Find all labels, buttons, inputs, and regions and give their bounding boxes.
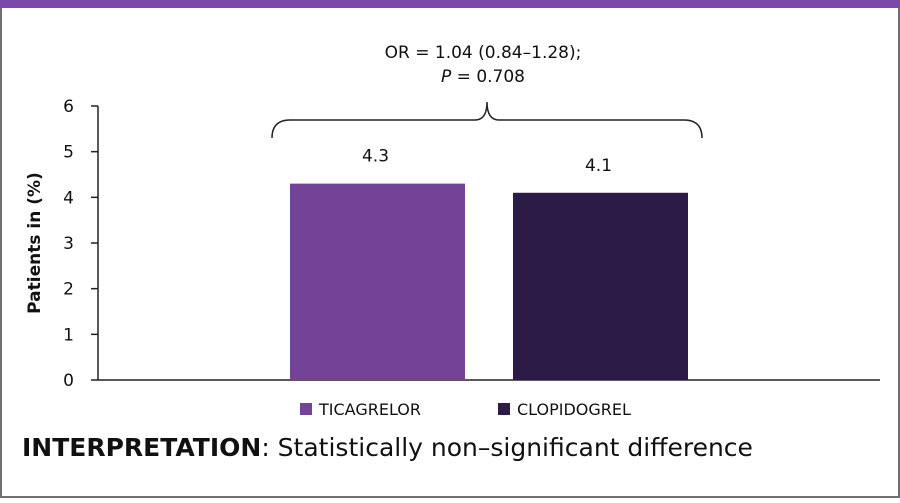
- interpretation-text: INTERPRETATION: Statistically non–signif…: [22, 433, 753, 462]
- y-axis-label: Patients in (%): [25, 172, 45, 314]
- top-accent-bar: [0, 0, 900, 8]
- interpretation-body: : Statistically non–significant differen…: [261, 433, 753, 462]
- bar-ticagrelor: [290, 183, 465, 380]
- p-value-annotation: P = 0.708: [441, 67, 525, 87]
- y-ticks: 0 1 2 3 4 5 6: [63, 97, 98, 391]
- bar-clopidogrel: [513, 192, 688, 380]
- bar-value-label: 4.1: [585, 156, 612, 176]
- p-value-text: = 0.708: [451, 67, 525, 87]
- legend-swatch: [300, 403, 312, 415]
- y-tick-label: 5: [63, 143, 74, 163]
- y-tick-label: 3: [63, 234, 74, 254]
- odds-ratio-annotation: OR = 1.04 (0.84–1.28);: [385, 43, 582, 63]
- y-tick-label: 2: [63, 280, 74, 300]
- bars: 4.3 4.1: [290, 147, 688, 380]
- bar-value-label: 4.3: [362, 147, 389, 167]
- interpretation-label: INTERPRETATION: [22, 433, 262, 462]
- legend-label: TICAGRELOR: [318, 400, 421, 419]
- comparison-bracket: [271, 101, 703, 139]
- y-tick-label: 1: [63, 325, 74, 345]
- y-tick-label: 4: [63, 188, 74, 208]
- y-tick-label: 6: [63, 97, 74, 117]
- bar-chart: Patients in (%) 0 1 2 3 4 5 6 4.3 4.1 OR = 1.04…: [25, 43, 880, 419]
- p-symbol: P: [441, 67, 452, 87]
- y-tick-label: 0: [63, 371, 74, 391]
- legend-label: CLOPIDOGREL: [517, 400, 631, 419]
- legend-swatch: [498, 403, 510, 415]
- legend: TICAGRELOR CLOPIDOGREL: [300, 400, 631, 419]
